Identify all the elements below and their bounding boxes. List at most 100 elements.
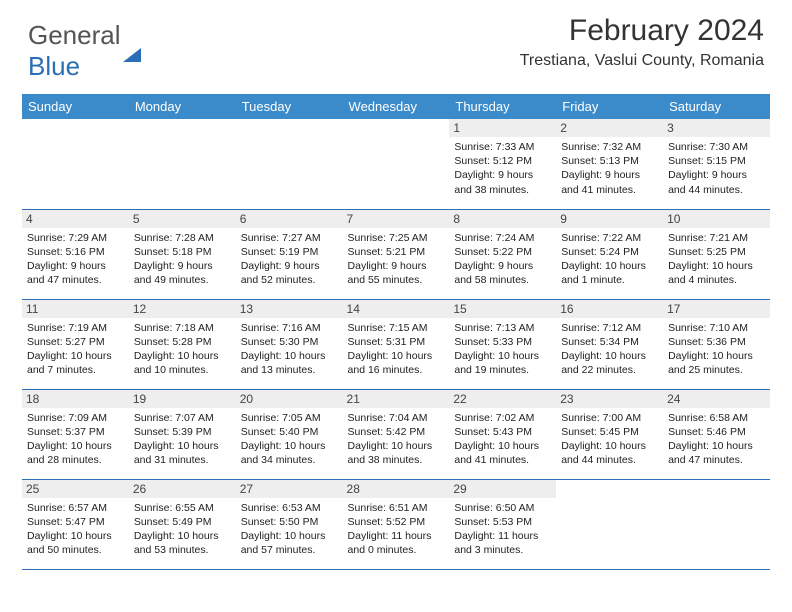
- day-info: Sunrise: 6:53 AMSunset: 5:50 PMDaylight:…: [241, 501, 338, 558]
- day-number: 5: [129, 210, 236, 228]
- day-info: Sunrise: 7:25 AMSunset: 5:21 PMDaylight:…: [348, 231, 445, 288]
- calendar-day-cell: 13 Sunrise: 7:16 AMSunset: 5:30 PMDayligh…: [236, 299, 343, 389]
- day-info: Sunrise: 7:21 AMSunset: 5:25 PMDaylight:…: [668, 231, 765, 288]
- day-info: Sunrise: 7:07 AMSunset: 5:39 PMDaylight:…: [134, 411, 231, 468]
- day-info: Sunrise: 6:51 AMSunset: 5:52 PMDaylight:…: [348, 501, 445, 558]
- page-header: General Blue February 2024 Trestiana, Va…: [0, 0, 792, 90]
- day-info: Sunrise: 7:10 AMSunset: 5:36 PMDaylight:…: [668, 321, 765, 378]
- day-number: 16: [556, 300, 663, 318]
- day-number: 29: [449, 480, 556, 498]
- calendar-day-cell: 26 Sunrise: 6:55 AMSunset: 5:49 PMDayligh…: [129, 479, 236, 569]
- day-info: Sunrise: 7:24 AMSunset: 5:22 PMDaylight:…: [454, 231, 551, 288]
- day-number: 14: [343, 300, 450, 318]
- calendar-day-cell: 27 Sunrise: 6:53 AMSunset: 5:50 PMDayligh…: [236, 479, 343, 569]
- calendar-day-cell: 7 Sunrise: 7:25 AMSunset: 5:21 PMDaylight…: [343, 209, 450, 299]
- day-info: Sunrise: 6:55 AMSunset: 5:49 PMDaylight:…: [134, 501, 231, 558]
- month-title: February 2024: [520, 14, 764, 48]
- day-info: Sunrise: 7:02 AMSunset: 5:43 PMDaylight:…: [454, 411, 551, 468]
- calendar-day-cell: 18Sunrise: 7:09 AMSunset: 5:37 PMDayligh…: [22, 389, 129, 479]
- calendar-day-cell: 11 Sunrise: 7:19 AMSunset: 5:27 PMDayligh…: [22, 299, 129, 389]
- day-number: 15: [449, 300, 556, 318]
- day-number: 7: [343, 210, 450, 228]
- calendar-day-cell: 16 Sunrise: 7:12 AMSunset: 5:34 PMDayligh…: [556, 299, 663, 389]
- calendar-day-cell: 23 Sunrise: 7:00 AMSunset: 5:45 PMDayligh…: [556, 389, 663, 479]
- calendar-day-cell: 6 Sunrise: 7:27 AMSunset: 5:19 PMDaylight…: [236, 209, 343, 299]
- calendar-week-row: ....1Sunrise: 7:33 AMSunset: 5:12 PMDayl…: [22, 119, 770, 209]
- calendar-day-cell: 8 Sunrise: 7:24 AMSunset: 5:22 PMDaylight…: [449, 209, 556, 299]
- day-info: Sunrise: 7:30 AMSunset: 5:15 PMDaylight:…: [668, 140, 765, 197]
- weekday-header: Thursday: [449, 94, 556, 119]
- day-info: Sunrise: 7:12 AMSunset: 5:34 PMDaylight:…: [561, 321, 658, 378]
- day-info: Sunrise: 7:13 AMSunset: 5:33 PMDaylight:…: [454, 321, 551, 378]
- day-info: Sunrise: 7:04 AMSunset: 5:42 PMDaylight:…: [348, 411, 445, 468]
- day-number: 13: [236, 300, 343, 318]
- day-number: 6: [236, 210, 343, 228]
- logo-word-blue: Blue: [28, 51, 80, 81]
- day-number: 26: [129, 480, 236, 498]
- day-info: Sunrise: 6:58 AMSunset: 5:46 PMDaylight:…: [668, 411, 765, 468]
- day-number: 8: [449, 210, 556, 228]
- day-number: 10: [663, 210, 770, 228]
- day-info: Sunrise: 7:18 AMSunset: 5:28 PMDaylight:…: [134, 321, 231, 378]
- day-number: 21: [343, 390, 450, 408]
- calendar-table: SundayMondayTuesdayWednesdayThursdayFrid…: [22, 94, 770, 569]
- day-info: Sunrise: 7:00 AMSunset: 5:45 PMDaylight:…: [561, 411, 658, 468]
- calendar-day-cell: 29 Sunrise: 6:50 AMSunset: 5:53 PMDayligh…: [449, 479, 556, 569]
- calendar-day-cell: 24 Sunrise: 6:58 AMSunset: 5:46 PMDayligh…: [663, 389, 770, 479]
- calendar-day-cell: 19 Sunrise: 7:07 AMSunset: 5:39 PMDayligh…: [129, 389, 236, 479]
- calendar-day-cell: .: [343, 119, 450, 209]
- calendar-day-cell: 21 Sunrise: 7:04 AMSunset: 5:42 PMDayligh…: [343, 389, 450, 479]
- day-info: Sunrise: 7:05 AMSunset: 5:40 PMDaylight:…: [241, 411, 338, 468]
- logo-word-general: General: [28, 20, 121, 50]
- calendar-day-cell: 15 Sunrise: 7:13 AMSunset: 5:33 PMDayligh…: [449, 299, 556, 389]
- day-number: 19: [129, 390, 236, 408]
- calendar-day-cell: 25 Sunrise: 6:57 AMSunset: 5:47 PMDayligh…: [22, 479, 129, 569]
- sail-icon: [123, 31, 141, 62]
- calendar-day-cell: 2Sunrise: 7:32 AMSunset: 5:13 PMDaylight…: [556, 119, 663, 209]
- weekday-header: Saturday: [663, 94, 770, 119]
- calendar-day-cell: 10 Sunrise: 7:21 AMSunset: 5:25 PMDayligh…: [663, 209, 770, 299]
- logo-text: General Blue: [28, 20, 141, 82]
- location-text: Trestiana, Vaslui County, Romania: [520, 52, 764, 70]
- day-info: Sunrise: 7:19 AMSunset: 5:27 PMDaylight:…: [27, 321, 124, 378]
- weekday-header: Monday: [129, 94, 236, 119]
- calendar-day-cell: 28 Sunrise: 6:51 AMSunset: 5:52 PMDayligh…: [343, 479, 450, 569]
- calendar-week-row: 4Sunrise: 7:29 AMSunset: 5:16 PMDaylight…: [22, 209, 770, 299]
- day-info: Sunrise: 7:28 AMSunset: 5:18 PMDaylight:…: [134, 231, 231, 288]
- day-number: 9: [556, 210, 663, 228]
- day-info: Sunrise: 7:16 AMSunset: 5:30 PMDaylight:…: [241, 321, 338, 378]
- day-info: Sunrise: 7:27 AMSunset: 5:19 PMDaylight:…: [241, 231, 338, 288]
- calendar-day-cell: .: [556, 479, 663, 569]
- calendar-week-row: 18Sunrise: 7:09 AMSunset: 5:37 PMDayligh…: [22, 389, 770, 479]
- day-number: 25: [22, 480, 129, 498]
- calendar-day-cell: .: [663, 479, 770, 569]
- calendar-day-cell: 3 Sunrise: 7:30 AMSunset: 5:15 PMDaylight…: [663, 119, 770, 209]
- calendar-day-cell: .: [236, 119, 343, 209]
- day-number: 22: [449, 390, 556, 408]
- calendar-day-cell: 20 Sunrise: 7:05 AMSunset: 5:40 PMDayligh…: [236, 389, 343, 479]
- day-number: 17: [663, 300, 770, 318]
- weekday-header: Tuesday: [236, 94, 343, 119]
- day-number: 27: [236, 480, 343, 498]
- day-info: Sunrise: 6:50 AMSunset: 5:53 PMDaylight:…: [454, 501, 551, 558]
- day-number: 11: [22, 300, 129, 318]
- calendar-day-cell: 22 Sunrise: 7:02 AMSunset: 5:43 PMDayligh…: [449, 389, 556, 479]
- day-number: 2: [556, 119, 663, 137]
- day-number: 24: [663, 390, 770, 408]
- day-info: Sunrise: 6:57 AMSunset: 5:47 PMDaylight:…: [27, 501, 124, 558]
- calendar-day-cell: 5 Sunrise: 7:28 AMSunset: 5:18 PMDaylight…: [129, 209, 236, 299]
- calendar-day-cell: 14Sunrise: 7:15 AMSunset: 5:31 PMDayligh…: [343, 299, 450, 389]
- day-info: Sunrise: 7:09 AMSunset: 5:37 PMDaylight:…: [27, 411, 124, 468]
- day-number: 20: [236, 390, 343, 408]
- calendar-body: ....1Sunrise: 7:33 AMSunset: 5:12 PMDayl…: [22, 119, 770, 569]
- day-number: 3: [663, 119, 770, 137]
- calendar-day-cell: .: [129, 119, 236, 209]
- day-number: 23: [556, 390, 663, 408]
- day-info: Sunrise: 7:29 AMSunset: 5:16 PMDaylight:…: [27, 231, 124, 288]
- bottom-border: [22, 569, 770, 570]
- day-number: 28: [343, 480, 450, 498]
- day-number: 12: [129, 300, 236, 318]
- day-number: 1: [449, 119, 556, 137]
- logo: General Blue: [28, 20, 141, 82]
- calendar-day-cell: 9Sunrise: 7:22 AMSunset: 5:24 PMDaylight…: [556, 209, 663, 299]
